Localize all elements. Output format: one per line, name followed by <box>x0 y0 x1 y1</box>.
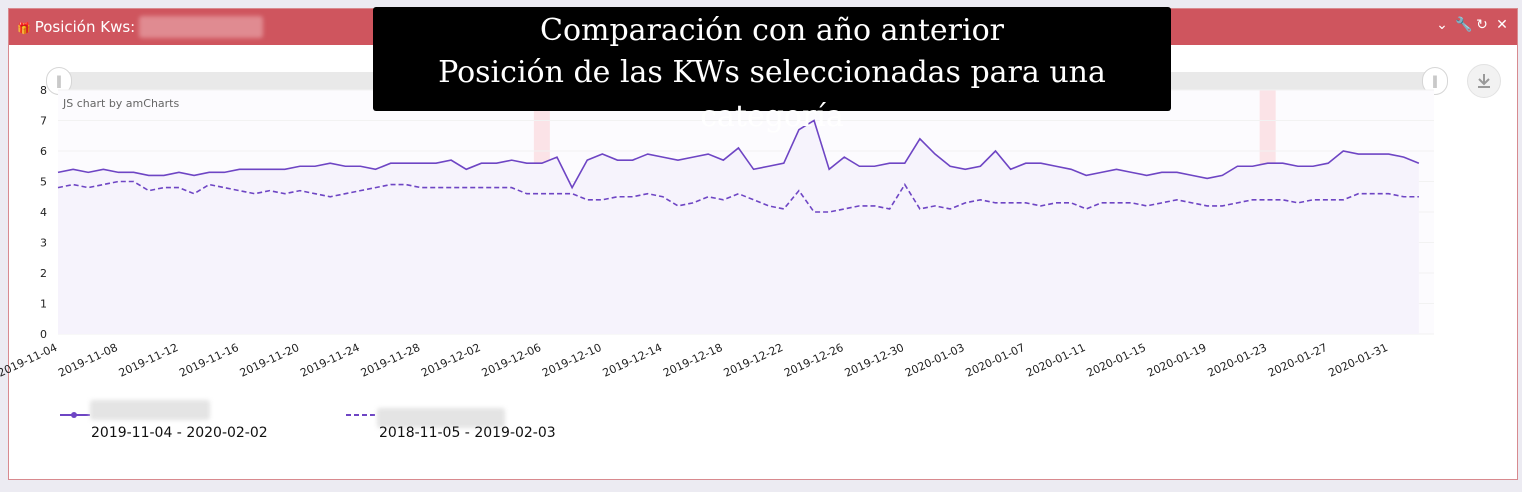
x-tick-label: 2019-11-16 <box>177 341 240 380</box>
x-tick-label: 2019-11-08 <box>56 341 119 380</box>
y-tick-label: 1 <box>40 298 47 311</box>
panel-title-text: Posición Kws: <box>34 18 136 36</box>
x-tick-label: 2020-01-23 <box>1205 341 1268 380</box>
redacted-legend-name-2 <box>377 408 505 428</box>
x-tick-label: 2019-11-12 <box>117 341 180 380</box>
x-tick-label: 2020-01-15 <box>1085 341 1148 380</box>
panel-title: 🎁 Posición Kws: <box>17 17 135 39</box>
x-tick-label: 2019-11-24 <box>298 341 361 380</box>
scrollbar-right-grip[interactable]: ‖ <box>1422 67 1448 95</box>
y-tick-label: 0 <box>40 328 47 341</box>
x-tick-label: 2019-12-02 <box>419 341 482 380</box>
y-tick-label: 3 <box>40 237 47 250</box>
y-tick-label: 2 <box>40 267 47 280</box>
x-tick-label: 2019-12-18 <box>661 341 724 380</box>
x-tick-label: 2019-12-30 <box>843 341 906 380</box>
caption-line-1: Comparación con año anterior <box>540 13 1004 48</box>
legend-marker-dashed <box>346 414 376 416</box>
caption-overlay: Comparación con año anterior Posición de… <box>373 7 1171 134</box>
x-tick-label: 2019-11-20 <box>238 341 301 380</box>
y-tick-label: 8 <box>40 84 47 97</box>
close-icon[interactable]: ✕ <box>1496 17 1508 33</box>
x-tick-label: 2019-12-14 <box>601 341 664 380</box>
wrench-icon[interactable]: 🔧 <box>1455 17 1473 33</box>
y-tick-label: 6 <box>40 145 47 158</box>
legend-label-current: 2019-11-04 - 2020-02-02 <box>91 425 268 441</box>
download-icon <box>1478 74 1490 88</box>
x-tick-label: 2020-01-07 <box>964 341 1027 380</box>
amcharts-watermark[interactable]: JS chart by amCharts <box>63 97 180 110</box>
series-line-current <box>57 119 1420 190</box>
redacted-legend-name-1 <box>90 400 210 420</box>
legend-label-previous: 2018-11-05 - 2019-02-03 <box>379 425 556 441</box>
refresh-icon[interactable]: ↻ <box>1476 17 1488 33</box>
x-tick-label: 2019-11-28 <box>359 341 422 380</box>
x-tick-label: 2019-12-26 <box>782 341 845 380</box>
y-tick-label: 7 <box>40 115 47 128</box>
series-line-previous <box>57 180 1419 213</box>
x-tick-label: 2019-11-04 <box>0 341 59 380</box>
x-tick-label: 2019-12-06 <box>480 341 543 380</box>
legend-item-current[interactable] <box>60 408 92 424</box>
download-button[interactable] <box>1467 64 1501 98</box>
y-tick-label: 5 <box>40 176 47 189</box>
x-tick-label: 2019-12-10 <box>540 341 603 380</box>
legend-item-previous[interactable] <box>346 408 378 424</box>
x-tick-label: 2020-01-19 <box>1145 341 1208 380</box>
redacted-title-value <box>139 16 263 38</box>
x-tick-label: 2020-01-11 <box>1024 341 1087 380</box>
gift-icon: 🎁 <box>17 22 31 35</box>
legend-marker-solid <box>60 412 90 418</box>
chevron-down-icon[interactable]: ⌄ <box>1436 17 1448 33</box>
caption-line-2: Posición de las KWs seleccionadas para u… <box>438 55 1106 134</box>
y-tick-label: 4 <box>40 206 47 219</box>
series-area-fill <box>58 120 1419 334</box>
x-tick-label: 2019-12-22 <box>722 341 785 380</box>
panel-controls: ⌄ 🔧 ↻ ✕ <box>1435 17 1509 33</box>
x-tick-label: 2020-01-31 <box>1326 341 1389 380</box>
x-tick-label: 2020-01-03 <box>903 341 966 380</box>
x-tick-label: 2020-01-27 <box>1266 341 1329 380</box>
